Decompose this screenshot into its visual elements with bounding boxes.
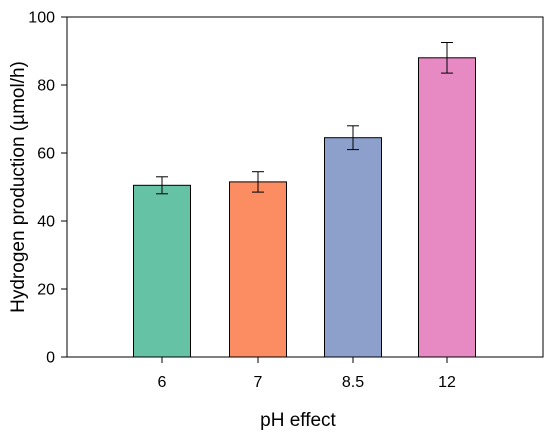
y-tick-label: 20	[37, 282, 55, 299]
y-tick-label: 60	[37, 146, 55, 163]
bar-6	[133, 184, 191, 358]
x-tick-label: 8.5	[342, 374, 364, 391]
bar-8.5	[324, 137, 382, 358]
x-tick-label: 12	[438, 374, 456, 391]
axis-frame	[66, 16, 544, 358]
bar-12	[418, 57, 476, 358]
y-tick-label: 100	[28, 10, 55, 27]
plot-area: 0 20 40 60 80 100 6 7 8.5 12	[28, 10, 544, 391]
x-tick-label: 6	[158, 374, 167, 391]
y-tick-label: 40	[37, 214, 55, 231]
y-tick-label: 0	[46, 350, 55, 367]
x-axis-title: pH effect	[260, 410, 336, 431]
y-axis-title: Hydrogen production (µmol/h)	[8, 61, 29, 313]
x-tick-label: 7	[254, 374, 263, 391]
bar-7	[229, 181, 287, 358]
y-tick-label: 80	[37, 78, 55, 95]
